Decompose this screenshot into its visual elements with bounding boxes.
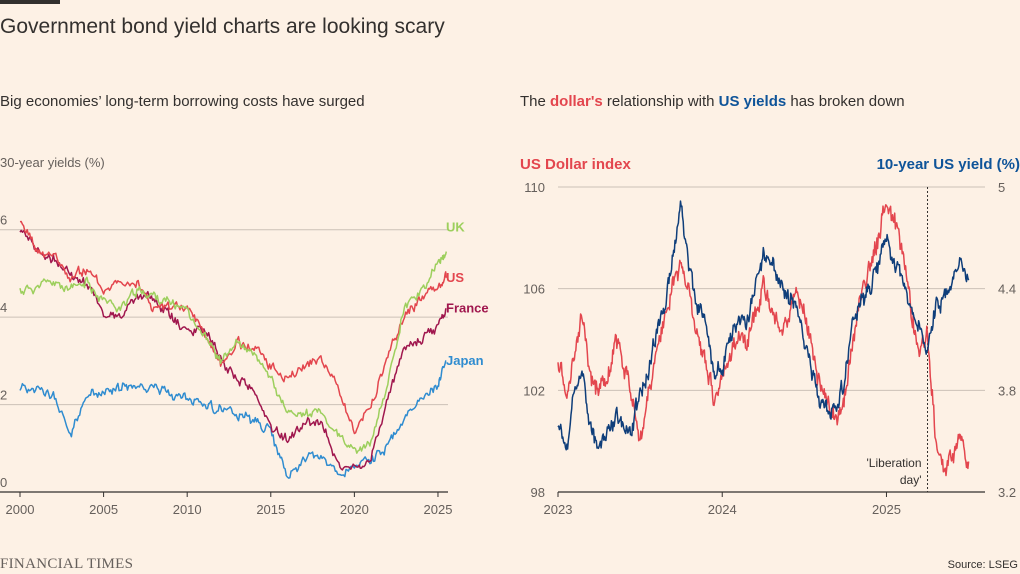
ft-brand: FINANCIAL TIMES [0, 556, 134, 572]
liberation-day-label-line: 'Liberation [867, 456, 922, 470]
series-line-japan [19, 360, 447, 479]
y-left-tick-label: 98 [531, 485, 545, 500]
y-right-tick-label: 4.4 [998, 282, 1016, 297]
y-tick-label: 0 [0, 475, 7, 490]
series-label-france: France [446, 300, 489, 315]
x-tick-label: 2015 [256, 502, 285, 517]
series-line-dollar-index [557, 204, 970, 477]
x-tick-label: 2025 [424, 502, 453, 517]
x-tick-label: 2000 [6, 502, 35, 517]
dollar-vs-yield-chart: 98 102 106 110 3.2 3.8 4.4 5 2023 2024 2025 'Libera… [523, 180, 1016, 517]
y-left-tick-label: 110 [524, 180, 545, 195]
left-unit-label: 30-year yields (%) [0, 155, 105, 170]
liberation-day-label-line: day' [900, 473, 922, 487]
right-title-post: has broken down [786, 93, 905, 110]
x-tick-label: 2010 [173, 502, 202, 517]
y-left-tick-label: 102 [523, 383, 545, 398]
y-right-tick-label: 3.8 [998, 383, 1016, 398]
headline: Government bond yield charts are looking… [0, 15, 445, 38]
y-tick-label: 6 [0, 213, 7, 228]
series-label-uk: UK [446, 220, 465, 235]
y-tick-label: 4 [0, 300, 7, 315]
x-tick-label: 2023 [544, 502, 573, 517]
series-label-us: US [446, 270, 464, 285]
source-note: Source: LSEG [947, 559, 1018, 571]
x-tick-label: 2025 [872, 502, 901, 517]
series-line-uk [19, 251, 448, 454]
x-tick-label: 2005 [89, 502, 118, 517]
top-rule [0, 0, 60, 4]
x-tick-label: 2024 [708, 502, 737, 517]
x-tick-label: 2020 [340, 502, 369, 517]
series-label-japan: Japan [446, 353, 484, 368]
series-line-us-yield [557, 200, 970, 451]
y-right-tick-label: 3.2 [998, 485, 1016, 500]
yields-chart: 0 2 4 6 2000 2005 2010 2015 2020 2025 Japan France U… [0, 213, 489, 517]
series-line-us [19, 220, 448, 435]
right-title-mid: relationship with [602, 93, 719, 110]
dollar-axis-title: US Dollar index [520, 156, 631, 173]
yield-axis-title: 10-year US yield (%) [876, 156, 1020, 173]
y-left-tick-label: 106 [523, 282, 545, 297]
y-right-tick-label: 5 [998, 180, 1005, 195]
liberation-day-label: 'Liberation day' [867, 456, 922, 487]
right-title-us-yields: US yields [718, 93, 787, 110]
y-tick-label: 2 [0, 388, 7, 403]
right-panel-title: The dollar's relationship with US yields… [520, 93, 905, 110]
left-panel-title: Big economies’ long-term borrowing costs… [0, 93, 365, 110]
right-title-dollar: dollar's [550, 93, 603, 110]
right-title-pre: The [520, 93, 551, 110]
